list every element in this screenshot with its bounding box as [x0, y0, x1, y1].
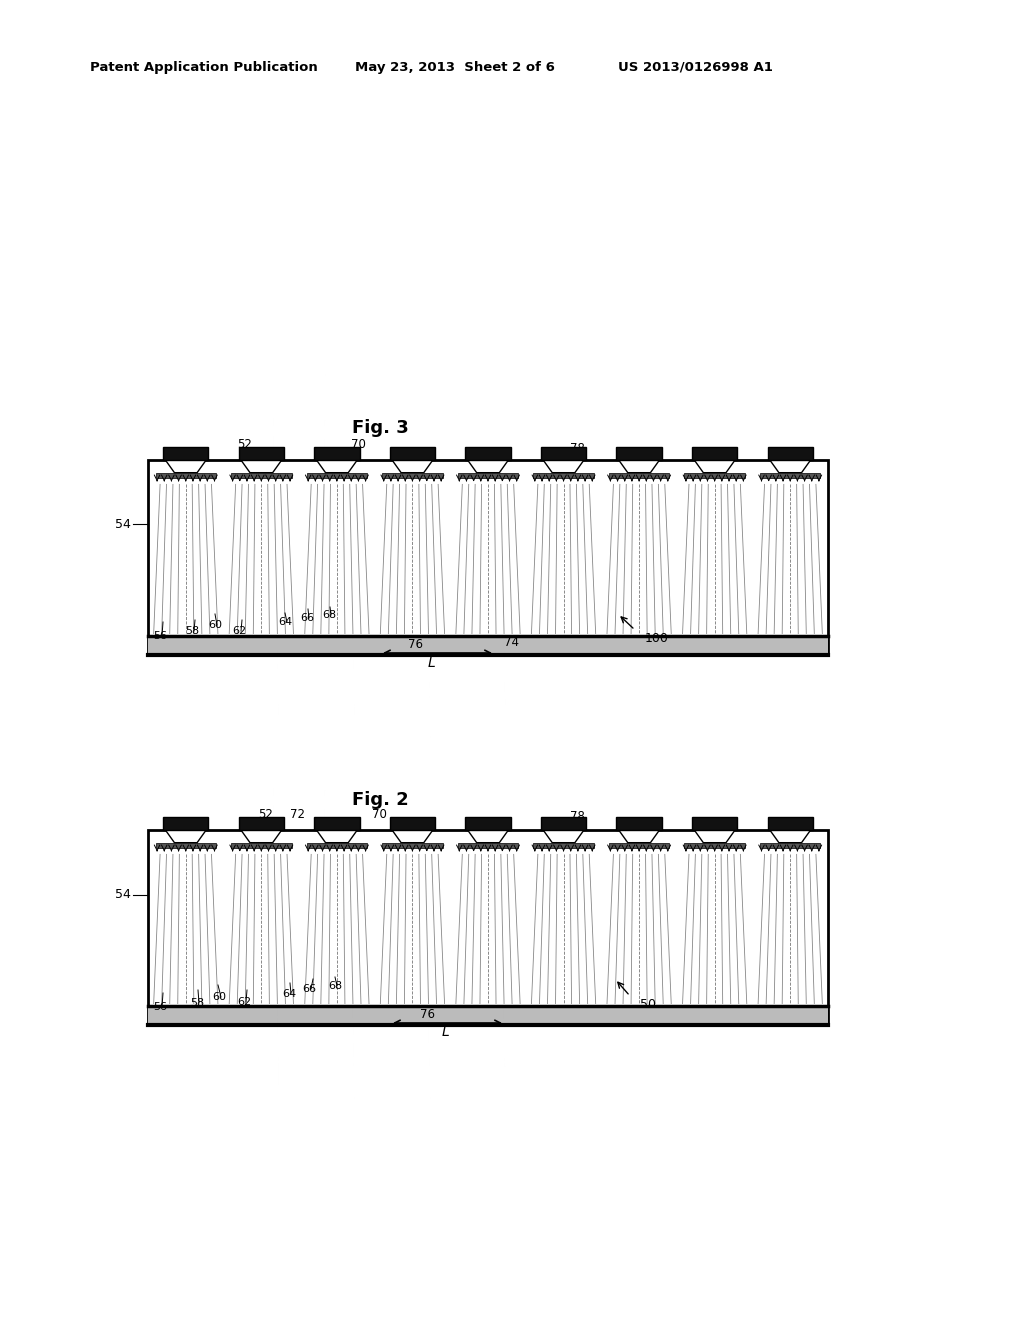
Text: 76: 76 [408, 639, 423, 652]
Bar [609, 473, 670, 478]
Text: 78: 78 [570, 810, 585, 824]
Text: May 23, 2013  Sheet 2 of 6: May 23, 2013 Sheet 2 of 6 [355, 61, 555, 74]
Text: Patent Application Publication: Patent Application Publication [90, 61, 317, 74]
Text: 68: 68 [322, 610, 336, 620]
Text: 52: 52 [237, 438, 252, 451]
Text: 50: 50 [640, 998, 656, 1011]
Bar [609, 842, 670, 847]
Bar [534, 473, 594, 478]
Polygon shape [694, 830, 735, 842]
Polygon shape [618, 830, 659, 842]
Text: 56: 56 [153, 1002, 167, 1012]
Text: 100: 100 [645, 631, 669, 644]
Polygon shape [694, 459, 735, 473]
Text: Fig. 2: Fig. 2 [351, 791, 409, 809]
Text: 68: 68 [328, 981, 342, 991]
Text: 60: 60 [208, 620, 222, 630]
Text: 66: 66 [302, 983, 316, 994]
Polygon shape [468, 459, 508, 473]
Text: 60: 60 [212, 993, 226, 1002]
Bar [465, 817, 511, 830]
Text: 52: 52 [258, 808, 272, 821]
Text: 70: 70 [372, 808, 387, 821]
Bar [541, 817, 586, 830]
Bar [684, 473, 744, 478]
Text: 74: 74 [504, 636, 519, 649]
Bar [239, 447, 284, 459]
Bar [156, 842, 216, 847]
Bar [163, 447, 209, 459]
Polygon shape [618, 459, 659, 473]
Bar [148, 459, 828, 655]
Bar [684, 842, 744, 847]
Polygon shape [770, 830, 811, 842]
Polygon shape [316, 830, 357, 842]
Text: 58: 58 [190, 998, 204, 1008]
Bar [541, 447, 586, 459]
Bar [692, 447, 737, 459]
Bar [390, 447, 435, 459]
Bar [390, 817, 435, 830]
Polygon shape [392, 459, 433, 473]
Bar [148, 1006, 828, 1026]
Polygon shape [770, 459, 811, 473]
Text: Fig. 3: Fig. 3 [351, 418, 409, 437]
Text: US 2013/0126998 A1: US 2013/0126998 A1 [618, 61, 773, 74]
Text: L: L [441, 1026, 449, 1039]
Bar [163, 817, 209, 830]
Bar [692, 817, 737, 830]
Polygon shape [392, 830, 433, 842]
Polygon shape [166, 830, 206, 842]
Bar [148, 635, 828, 655]
Text: 66: 66 [300, 612, 314, 623]
Text: 54: 54 [115, 517, 131, 531]
Text: 72: 72 [290, 808, 305, 821]
Bar [616, 817, 662, 830]
Text: 78: 78 [570, 441, 585, 454]
Bar [465, 447, 511, 459]
Text: 64: 64 [278, 616, 292, 627]
Text: 62: 62 [237, 997, 251, 1007]
Bar [231, 842, 292, 847]
Text: 76: 76 [420, 1007, 435, 1020]
Bar [760, 473, 820, 478]
Bar [760, 842, 820, 847]
Bar [768, 447, 813, 459]
Bar [148, 830, 828, 1026]
Text: 58: 58 [185, 626, 199, 636]
Bar [382, 473, 442, 478]
Polygon shape [166, 459, 206, 473]
Bar [239, 817, 284, 830]
Bar [306, 473, 368, 478]
Bar [156, 473, 216, 478]
Text: 64: 64 [282, 989, 296, 999]
Polygon shape [316, 459, 357, 473]
Polygon shape [241, 830, 282, 842]
Bar [306, 842, 368, 847]
Bar [768, 817, 813, 830]
Text: 54: 54 [115, 888, 131, 902]
Text: 56: 56 [153, 631, 167, 642]
Bar [314, 447, 359, 459]
Bar [382, 842, 442, 847]
Bar [458, 473, 518, 478]
Bar [616, 447, 662, 459]
Bar [458, 842, 518, 847]
Polygon shape [543, 830, 584, 842]
Text: 70: 70 [351, 437, 366, 450]
Polygon shape [468, 830, 508, 842]
Bar [314, 817, 359, 830]
Polygon shape [543, 459, 584, 473]
Bar [534, 842, 594, 847]
Polygon shape [241, 459, 282, 473]
Bar [231, 473, 292, 478]
Text: 62: 62 [232, 626, 246, 636]
Text: L: L [428, 656, 436, 671]
